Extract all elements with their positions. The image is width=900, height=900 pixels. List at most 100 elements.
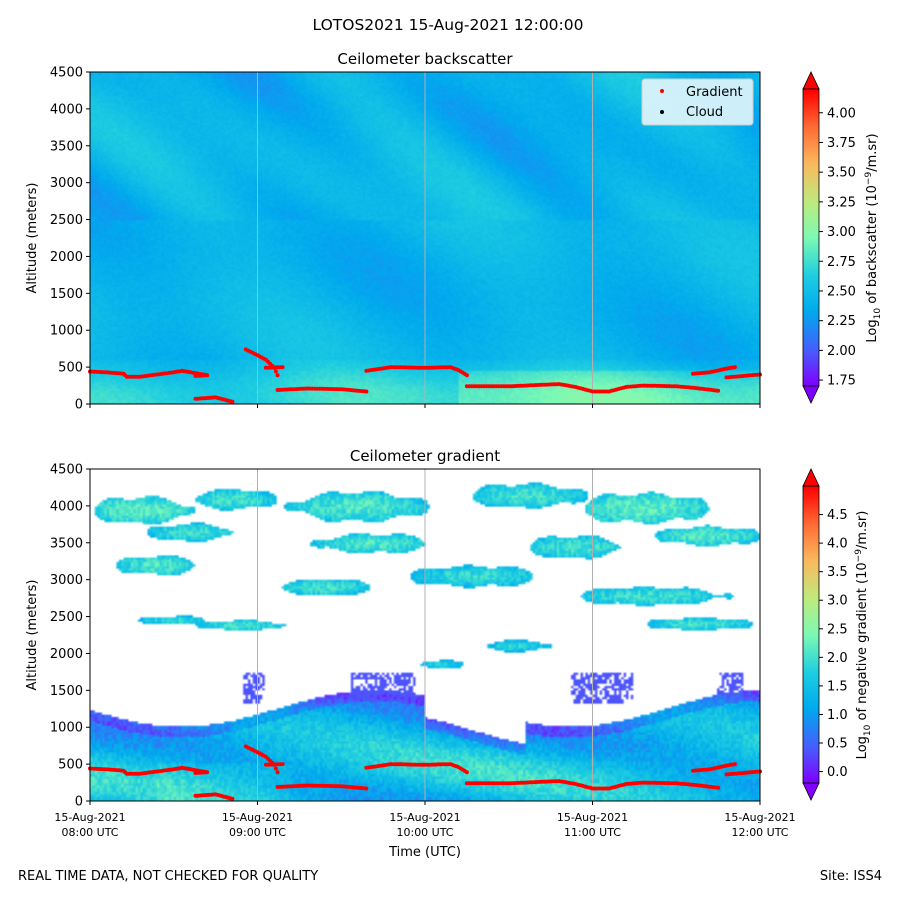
gradient-point [230,399,235,404]
y-tick-label: 1000 [50,324,83,339]
colorbar-tick-label: 2.0 [827,651,848,666]
gradient-point [273,766,278,771]
y-tick-label: 4500 [50,66,83,81]
y-tick-label: 1500 [50,684,83,699]
colorbar-tick-label: 3.50 [827,166,856,181]
colorbar-tick-label: 2.25 [827,314,856,329]
y-tick-label: 0 [75,795,83,810]
gradient-point [196,769,201,774]
colorbar-tick-label: 1.5 [827,679,848,694]
gradient-colorbar-bottom-extend [802,782,820,801]
gradient-point [732,762,737,767]
colorbar-tick-label: 3.0 [827,594,848,609]
x-tick-label-time: 12:00 UTC [731,826,788,839]
legend-gradient-marker [660,89,664,93]
backscatter-colorbar: 1.75 2.00 2.25 2.50 2.75 3.00 3.25 3.50 3.75 4.00… [802,71,883,404]
backscatter-ylabel: Altitude (meters) [25,183,40,294]
gradient-point [364,786,369,791]
y-tick-label: 3500 [50,536,83,551]
gradient-gradient-series [88,744,762,801]
y-tick-label: 4000 [50,102,83,117]
colorbar-tick-label: 3.00 [827,225,856,240]
backscatter-colorbar-label: Log10 of backscatter (10−9/m.sr) [864,133,883,342]
x-tick-label-date: 15-Aug-2021 [724,811,795,824]
gradient-point [716,785,721,790]
legend-box [641,78,754,126]
colorbar-tick-label: 3.5 [827,565,848,580]
gradient-point [732,365,737,370]
site-label: Site: ISS4 [819,869,882,884]
y-tick-label: 2500 [50,610,83,625]
quality-disclaimer: REAL TIME DATA, NOT CHECKED FOR QUALITY [18,869,319,884]
gradient-point [364,389,369,394]
backscatter-y-ticks: 0 500 1000 1500 2000 2500 3000 3500 4000 4500 [50,66,90,413]
y-tick-label: 3000 [50,176,83,191]
backscatter-colorbar-bottom-extend [802,385,820,404]
y-tick-label: 4500 [50,463,83,478]
gradient-ylabel: Altitude (meters) [25,580,40,691]
y-tick-label: 500 [58,361,83,376]
x-tick-label-date: 15-Aug-2021 [54,811,125,824]
figure-title: LOTOS2021 15-Aug-2021 12:00:00 [313,16,584,34]
backscatter-panel: Ceilometer backscatter Altitude (meters)… [25,50,883,413]
backscatter-colorbar-top-extend [802,71,820,90]
gradient-point [280,762,285,767]
gradient-xlabel: Time (UTC) [388,845,461,860]
y-tick-label: 4000 [50,499,83,514]
gradient-grid [257,469,593,801]
colorbar-tick-label: 1.0 [827,708,848,723]
gradient-colorbar-top-extend [802,468,820,487]
backscatter-colorbar-gradient [803,89,819,386]
backscatter-gradient-series [88,347,762,404]
gradient-colorbar: 0.0 0.5 1.0 1.5 2.0 2.5 3.0 3.5 4.0 4.5 Log10 of … [802,468,873,801]
gradient-point [280,365,285,370]
gradient-y-ticks: 0 500 1000 1500 2000 2500 3000 3500 4000 4500 [50,463,90,810]
y-tick-label: 2500 [50,213,83,228]
colorbar-tick-label: 4.00 [827,106,856,121]
backscatter-x-ticks [89,404,761,408]
gradient-point [716,388,721,393]
backscatter-colorbar-frame [802,88,820,387]
gradient-point [273,369,278,374]
gradient-colorbar-frame [802,485,820,784]
gradient-point [230,796,235,801]
gradient-point [464,373,469,378]
y-tick-label: 500 [58,758,83,773]
y-tick-label: 3500 [50,139,83,154]
colorbar-tick-label: 4.0 [827,537,848,552]
x-tick-label-time: 09:00 UTC [229,826,286,839]
y-tick-label: 1500 [50,287,83,302]
colorbar-tick-label: 0.0 [827,765,848,780]
legend-cloud-label: Cloud [686,105,723,120]
gradient-title: Ceilometer gradient [350,447,500,465]
colorbar-tick-label: 2.50 [827,284,856,299]
backscatter-grid [257,72,593,404]
backscatter-colorbar-ticks: 1.75 2.00 2.25 2.50 2.75 3.00 3.25 3.50 3.75 4.00 [819,106,856,389]
gradient-panel: Ceilometer gradient Altitude (meters) 0 5… [25,447,873,860]
x-tick-label-date: 15-Aug-2021 [222,811,293,824]
y-tick-label: 3000 [50,573,83,588]
colorbar-tick-label: 3.25 [827,195,856,210]
gradient-point [275,770,280,775]
colorbar-tick-label: 1.75 [827,374,856,389]
colorbar-tick-label: 4.5 [827,508,848,523]
colorbar-tick-label: 2.75 [827,255,856,270]
y-tick-label: 0 [75,398,83,413]
legend-gradient-label: Gradient [686,85,743,100]
colorbar-tick-label: 0.5 [827,737,848,752]
colorbar-tick-label: 3.75 [827,136,856,151]
legend: Gradient Cloud [641,78,754,126]
x-tick-label-time: 11:00 UTC [564,826,621,839]
y-tick-label: 2000 [50,250,83,265]
gradient-colorbar-ticks: 0.0 0.5 1.0 1.5 2.0 2.5 3.0 3.5 4.0 4.5 [819,508,848,780]
gradient-point [464,770,469,775]
gradient-point [196,372,201,377]
gradient-x-ticks: 15-Aug-2021 08:00 UTC 15-Aug-2021 09:00 UTC… [54,801,796,839]
colorbar-tick-label: 2.00 [827,344,856,359]
gradient-colorbar-gradient [803,486,819,783]
x-tick-label-time: 08:00 UTC [61,826,118,839]
gradient-point [275,373,280,378]
backscatter-title: Ceilometer backscatter [337,50,513,68]
y-tick-label: 2000 [50,647,83,662]
